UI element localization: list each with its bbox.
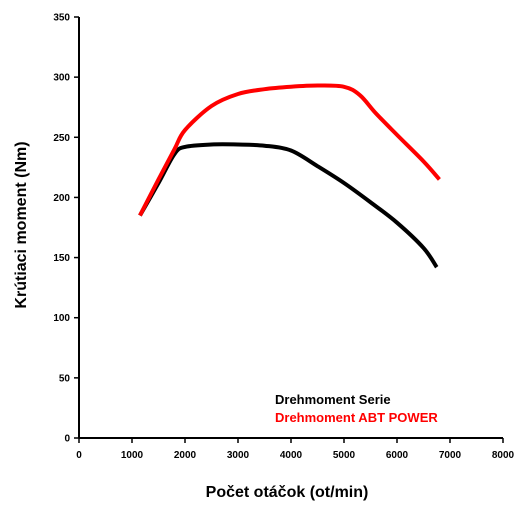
- y-tick-label: 350: [53, 13, 70, 24]
- series-line-drehmoment-serie: [138, 142, 439, 269]
- x-tick-label: 0: [76, 450, 82, 461]
- x-tick-label: 3000: [227, 450, 250, 461]
- x-axis-title: Počet otáčok (ot/min): [206, 484, 369, 501]
- y-tick-label: 150: [53, 253, 70, 264]
- x-tick-label: 4000: [280, 450, 303, 461]
- y-tick-label: 300: [53, 73, 70, 84]
- x-tick-label: 5000: [333, 450, 356, 461]
- y-tick-label: 0: [64, 434, 70, 445]
- series-line-drehmoment-abt-power: [138, 83, 441, 217]
- x-tick-label: 2000: [174, 450, 197, 461]
- legend-label-drehmoment-abt-power: Drehmoment ABT POWER: [275, 410, 438, 425]
- series-lines: [138, 83, 441, 269]
- y-tick-label: 250: [53, 133, 70, 144]
- x-tick-label: 7000: [439, 450, 462, 461]
- x-tick-label: 8000: [492, 450, 515, 461]
- y-axis-title: Krútiaci moment (Nm): [13, 141, 30, 308]
- x-tick-label: 1000: [121, 450, 144, 461]
- y-tick-label: 100: [53, 313, 70, 324]
- axes: [78, 17, 503, 439]
- y-ticks: 0 50 100 150 200 250 300 350: [53, 13, 79, 445]
- legend-label-drehmoment-serie: Drehmoment Serie: [275, 392, 391, 407]
- x-tick-label: 6000: [386, 450, 409, 461]
- y-tick-label: 200: [53, 193, 70, 204]
- legend: Drehmoment Serie Drehmoment ABT POWER: [275, 392, 438, 425]
- y-tick-label: 50: [59, 373, 71, 384]
- x-ticks: 0 1000 2000 3000 4000 5000 6000 7000 8000: [76, 438, 515, 461]
